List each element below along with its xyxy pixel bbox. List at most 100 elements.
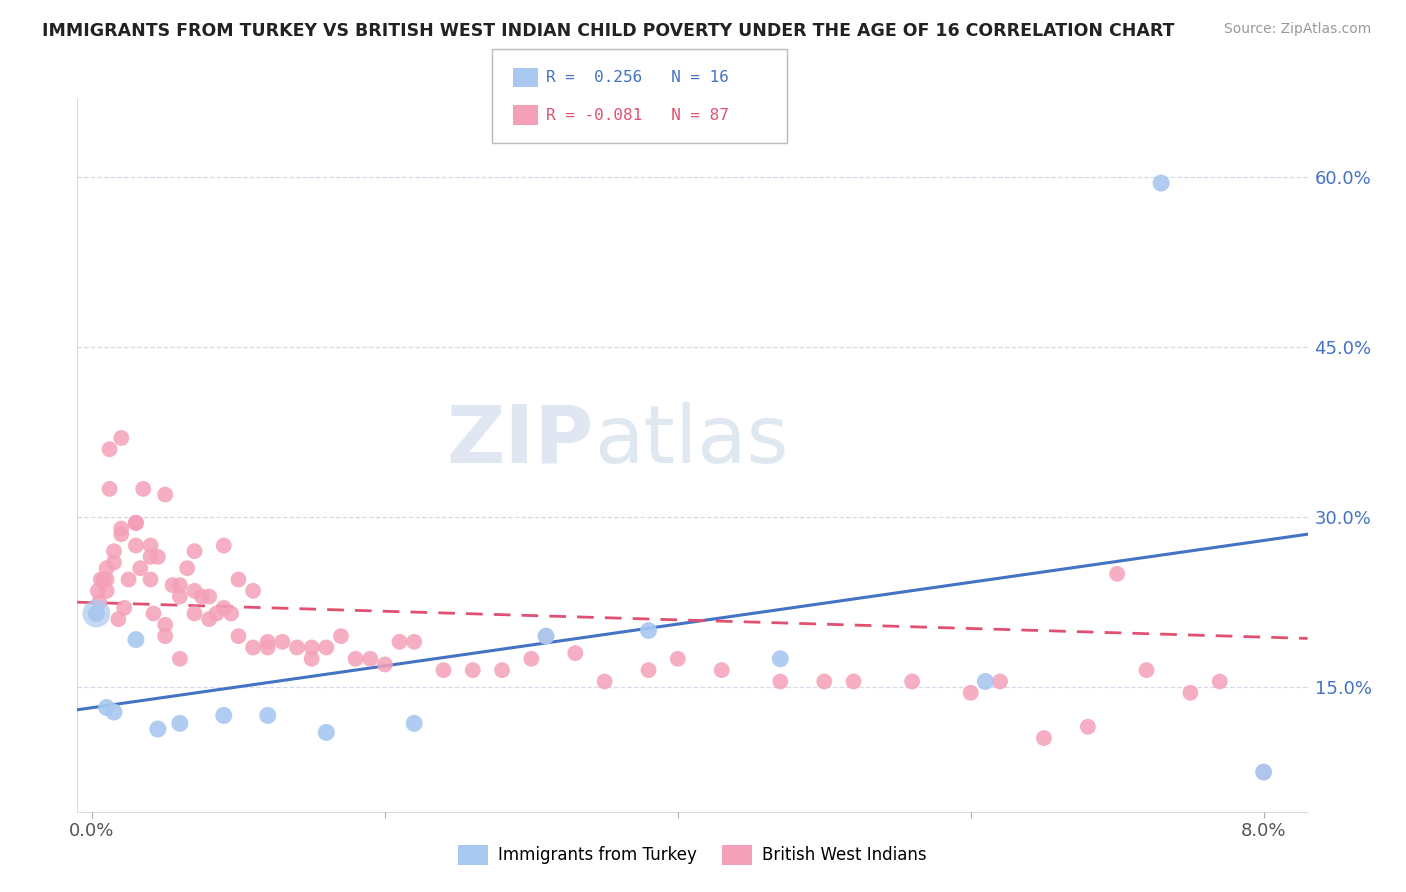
Point — [769, 674, 792, 689]
Point — [139, 549, 162, 564]
Point — [315, 640, 337, 655]
Point — [271, 635, 294, 649]
Point — [988, 674, 1011, 689]
Point — [110, 527, 132, 541]
Point — [86, 607, 108, 621]
Point — [169, 590, 191, 604]
Point — [388, 635, 411, 649]
Legend: Immigrants from Turkey, British West Indians: Immigrants from Turkey, British West Ind… — [451, 838, 934, 871]
Point — [155, 629, 177, 643]
Text: R = -0.081   N = 87: R = -0.081 N = 87 — [546, 108, 728, 122]
Point — [129, 561, 152, 575]
Point — [125, 516, 148, 530]
Point — [212, 600, 235, 615]
Point — [432, 663, 454, 677]
Point — [183, 607, 205, 621]
Point — [198, 590, 221, 604]
Point — [146, 549, 169, 564]
Point — [110, 431, 132, 445]
Text: IMMIGRANTS FROM TURKEY VS BRITISH WEST INDIAN CHILD POVERTY UNDER THE AGE OF 16 : IMMIGRANTS FROM TURKEY VS BRITISH WEST I… — [42, 22, 1174, 40]
Point — [183, 583, 205, 598]
Point — [959, 686, 981, 700]
Point — [330, 629, 353, 643]
Point — [593, 674, 616, 689]
Point — [117, 573, 139, 587]
Point — [461, 663, 484, 677]
Point — [344, 652, 367, 666]
Point — [534, 629, 557, 643]
Point — [1253, 765, 1275, 780]
Point — [404, 716, 426, 731]
Point — [769, 652, 792, 666]
Point — [96, 561, 118, 575]
Point — [842, 674, 865, 689]
Point — [901, 674, 924, 689]
Point — [491, 663, 513, 677]
Text: Source: ZipAtlas.com: Source: ZipAtlas.com — [1223, 22, 1371, 37]
Text: atlas: atlas — [595, 401, 789, 480]
Point — [974, 674, 997, 689]
Point — [1253, 765, 1275, 780]
Point — [256, 635, 278, 649]
Point — [132, 482, 155, 496]
Point — [98, 442, 121, 457]
Point — [520, 652, 543, 666]
Point — [139, 573, 162, 587]
Point — [256, 640, 278, 655]
Point — [191, 590, 214, 604]
Point — [155, 617, 177, 632]
Point — [103, 556, 125, 570]
Point — [169, 652, 191, 666]
Point — [86, 607, 108, 621]
Point — [146, 722, 169, 736]
Point — [228, 573, 250, 587]
Point — [205, 607, 228, 621]
Point — [110, 522, 132, 536]
Point — [1107, 566, 1129, 581]
Point — [1150, 176, 1173, 190]
Point — [374, 657, 396, 672]
Point — [1033, 731, 1056, 745]
Point — [98, 482, 121, 496]
Point — [198, 612, 221, 626]
Point — [155, 487, 177, 501]
Point — [359, 652, 381, 666]
Point — [125, 516, 148, 530]
Point — [169, 578, 191, 592]
Point — [256, 708, 278, 723]
Point — [96, 573, 118, 587]
Point — [103, 544, 125, 558]
Text: R =  0.256   N = 16: R = 0.256 N = 16 — [546, 70, 728, 85]
Point — [103, 705, 125, 719]
Point — [162, 578, 184, 592]
Point — [96, 700, 118, 714]
Point — [96, 583, 118, 598]
Point — [125, 539, 148, 553]
Point — [564, 646, 586, 660]
Point — [212, 708, 235, 723]
Point — [212, 539, 235, 553]
Point — [637, 663, 659, 677]
Point — [534, 629, 557, 643]
Point — [285, 640, 308, 655]
Point — [301, 640, 323, 655]
Point — [125, 632, 148, 647]
Point — [710, 663, 733, 677]
Point — [1077, 720, 1099, 734]
Point — [404, 635, 426, 649]
Point — [112, 600, 135, 615]
Point — [139, 539, 162, 553]
Point — [813, 674, 835, 689]
Point — [301, 652, 323, 666]
Point — [1135, 663, 1157, 677]
Point — [637, 624, 659, 638]
Text: ZIP: ZIP — [447, 401, 595, 480]
Point — [242, 583, 264, 598]
Point — [219, 607, 242, 621]
Point — [1209, 674, 1232, 689]
Point — [242, 640, 264, 655]
Point — [228, 629, 250, 643]
Point — [666, 652, 689, 666]
Point — [183, 544, 205, 558]
Point — [89, 595, 111, 609]
